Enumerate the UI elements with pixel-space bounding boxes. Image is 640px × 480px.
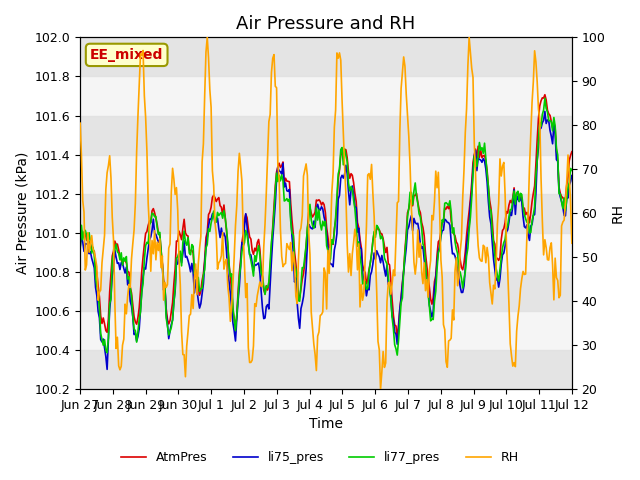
Bar [80, 37, 572, 76]
Bar [80, 194, 572, 233]
Y-axis label: Air Pressure (kPa): Air Pressure (kPa) [15, 152, 29, 275]
Text: EE_mixed: EE_mixed [90, 48, 163, 62]
Bar [80, 272, 572, 311]
Bar [80, 350, 572, 389]
Bar [80, 116, 572, 155]
Title: Air Pressure and RH: Air Pressure and RH [236, 15, 415, 33]
Legend: AtmPres, li75_pres, li77_pres, RH: AtmPres, li75_pres, li77_pres, RH [116, 446, 524, 469]
Y-axis label: RH: RH [611, 203, 625, 223]
X-axis label: Time: Time [309, 418, 343, 432]
